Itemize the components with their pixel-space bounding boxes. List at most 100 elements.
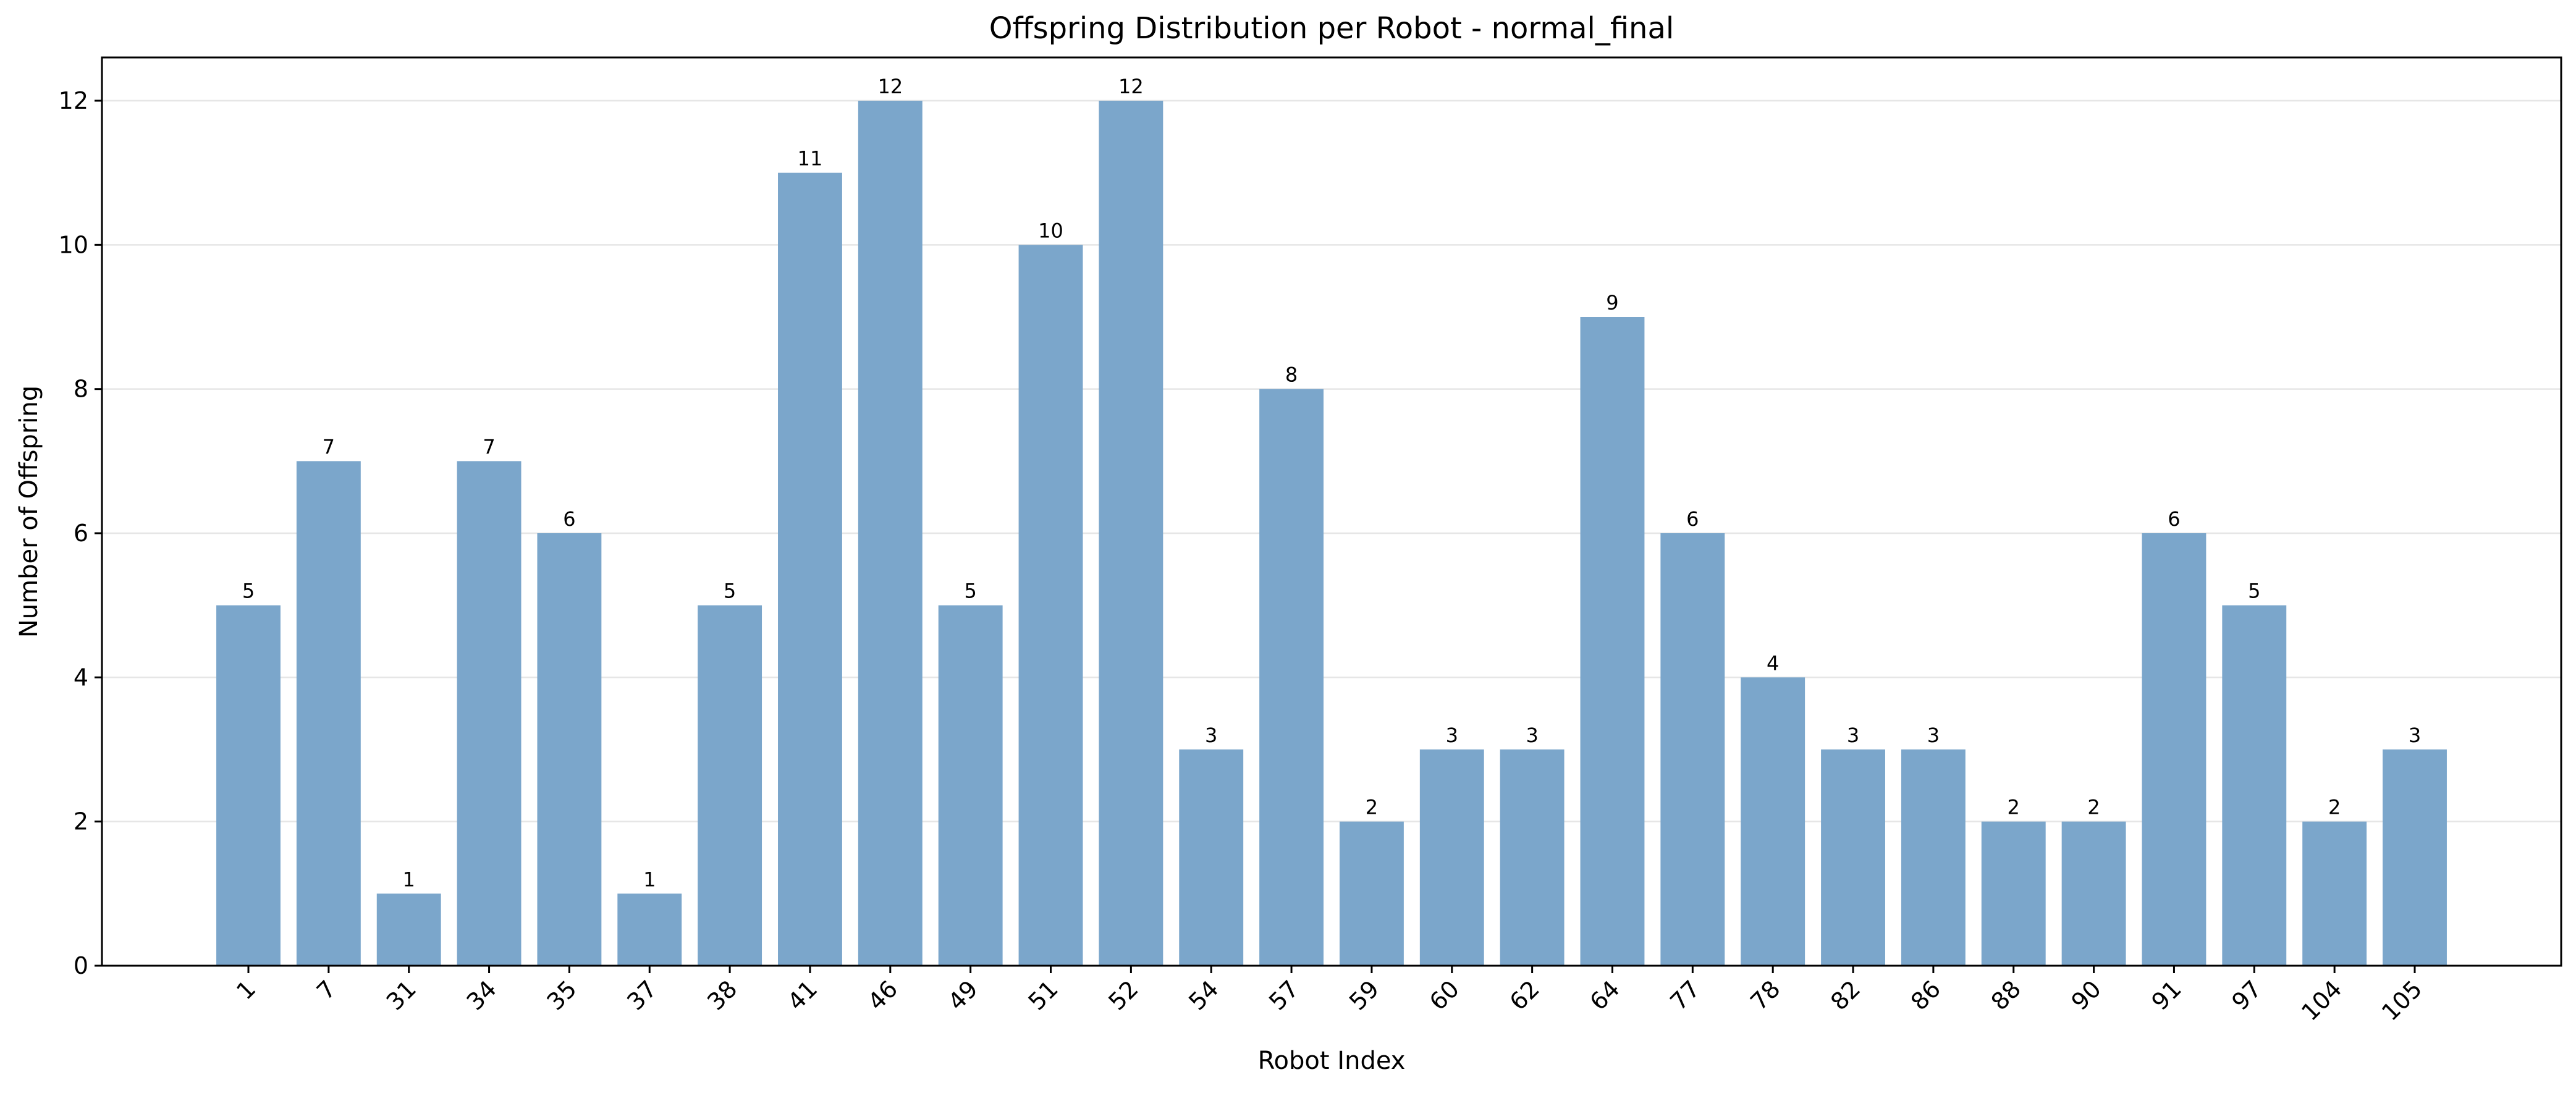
bar (457, 461, 522, 966)
plot-frame (101, 56, 2562, 967)
x-tick-label: 34 (462, 975, 502, 1015)
data-label: 5 (724, 580, 736, 603)
data-label: 3 (1847, 724, 1859, 747)
x-tick-label: 38 (702, 975, 742, 1015)
data-label: 3 (1205, 724, 1217, 747)
data-label: 2 (2008, 796, 2020, 819)
x-tick-label: 60 (1424, 975, 1464, 1015)
x-tick-label: 7 (311, 975, 341, 1005)
x-tick-label: 57 (1264, 975, 1304, 1015)
bar (2383, 749, 2447, 966)
x-tick-label: 77 (1665, 975, 1705, 1015)
data-label: 8 (1285, 363, 1298, 387)
bar (617, 893, 682, 966)
y-axis-label: Number of Offspring (15, 386, 43, 638)
x-tick-label: 62 (1505, 975, 1545, 1015)
x-tick-label: 64 (1585, 975, 1625, 1015)
bar (1259, 389, 1324, 966)
data-label: 1 (403, 867, 415, 891)
x-tick-label: 82 (1825, 975, 1865, 1015)
bar (1821, 749, 1885, 966)
data-label: 4 (1767, 651, 1779, 675)
x-tick-label: 78 (1745, 975, 1785, 1015)
data-label: 3 (1446, 724, 1458, 747)
bar (537, 533, 602, 966)
bar (1018, 245, 1083, 966)
data-labels: 5 7 1 7 6 1 5 11 12 5 10 12 3 8 2 3 3 9 6 4 3 3 2 2 6 5 2 3 (242, 75, 2421, 891)
data-label: 3 (2409, 724, 2421, 747)
y-tick-label: 6 (74, 520, 88, 547)
bar (376, 893, 441, 966)
y-tick-label: 2 (74, 808, 88, 835)
bar (1099, 101, 1163, 966)
x-tick-label: 105 (2376, 975, 2427, 1026)
data-label: 6 (563, 507, 575, 531)
chart-title: Offspring Distribution per Robot - norma… (989, 11, 1674, 46)
x-tick-label: 104 (2296, 975, 2347, 1026)
x-tick-label: 86 (1906, 975, 1946, 1015)
data-label: 11 (798, 147, 823, 171)
x-axis-label: Robot Index (1258, 1047, 1406, 1075)
y-tick-label: 10 (59, 231, 88, 258)
bar (2222, 605, 2287, 966)
data-label: 12 (877, 75, 903, 98)
bar (2142, 533, 2206, 966)
bar (2302, 821, 2367, 966)
x-tick-label: 97 (2226, 975, 2266, 1015)
data-label: 5 (242, 580, 255, 603)
x-tick-label: 46 (863, 975, 903, 1015)
data-label: 2 (2328, 796, 2341, 819)
data-label: 1 (643, 867, 656, 891)
x-tick-label: 90 (2066, 975, 2106, 1015)
bar (1660, 533, 1725, 966)
x-tick-label: 1 (231, 975, 261, 1005)
bar (1500, 749, 1565, 966)
x-tick-label: 31 (381, 975, 421, 1015)
bar (1901, 749, 1966, 966)
x-tick-label: 41 (782, 975, 822, 1015)
data-label: 5 (2248, 580, 2260, 603)
data-label: 10 (1038, 219, 1063, 242)
y-tick-label: 0 (74, 952, 88, 979)
bar (1580, 317, 1645, 966)
data-label: 12 (1118, 75, 1144, 98)
data-label: 3 (1526, 724, 1538, 747)
x-tick-label: 49 (943, 975, 983, 1015)
data-label: 6 (2168, 507, 2180, 531)
data-label: 3 (1927, 724, 1940, 747)
bar (1741, 677, 1805, 966)
bar (1179, 749, 1244, 966)
bar (938, 605, 1003, 966)
data-label: 7 (323, 435, 335, 458)
x-tick-label: 52 (1103, 975, 1143, 1015)
data-label: 5 (964, 580, 976, 603)
y-tick-label: 12 (59, 87, 88, 114)
x-tick-label: 91 (2147, 975, 2187, 1015)
bar (778, 172, 842, 966)
x-tick-label: 51 (1023, 975, 1063, 1015)
x-tick-label: 37 (622, 975, 662, 1015)
x-axis: 1 7 31 34 35 37 38 41 46 49 51 52 54 57 59 60 62 64 77 78 82… (231, 966, 2427, 1026)
data-label: 9 (1606, 291, 1618, 314)
y-tick-label: 4 (74, 664, 88, 691)
data-label: 2 (1366, 796, 1378, 819)
bar (1419, 749, 1484, 966)
y-tick-label: 8 (74, 376, 88, 403)
bar (698, 605, 762, 966)
bar (1981, 821, 2046, 966)
bar (1339, 821, 1404, 966)
x-tick-label: 54 (1183, 975, 1223, 1015)
data-label: 7 (483, 435, 495, 458)
y-axis: 0 2 4 6 8 10 12 (59, 87, 102, 979)
bar (858, 101, 923, 966)
bar (296, 461, 361, 966)
bar (216, 605, 281, 966)
data-label: 2 (2087, 796, 2100, 819)
bar (2061, 821, 2126, 966)
data-label: 6 (1686, 507, 1699, 531)
x-tick-label: 88 (1986, 975, 2026, 1015)
x-tick-label: 35 (541, 975, 581, 1015)
bars (216, 101, 2447, 966)
x-tick-label: 59 (1344, 975, 1384, 1015)
